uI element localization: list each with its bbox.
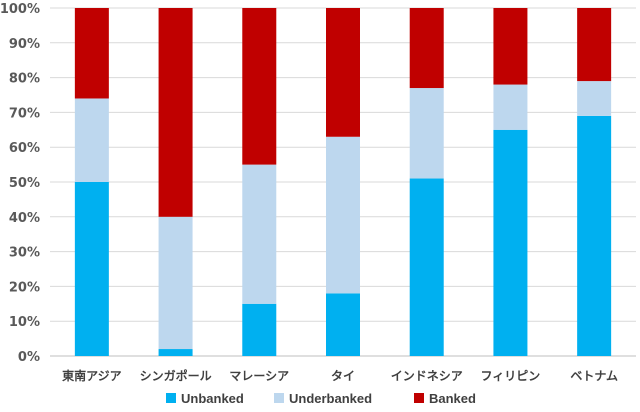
legend-label: Unbanked — [181, 391, 244, 406]
bar-segment — [409, 178, 444, 356]
x-tick-label: シンガポール — [140, 368, 212, 383]
bar-segment — [577, 115, 612, 356]
y-tick-label: 60% — [9, 141, 40, 156]
y-tick-label: 50% — [9, 176, 40, 191]
bar-segment — [493, 84, 528, 130]
bar-segment — [242, 164, 277, 304]
bar-segment — [577, 8, 612, 82]
legend-label: Banked — [429, 391, 476, 406]
bars — [74, 8, 612, 356]
bar-segment — [326, 293, 360, 356]
y-tick-label: 70% — [9, 106, 40, 121]
legend-swatch — [166, 393, 176, 403]
bar-segment — [577, 81, 612, 116]
y-tick-label: 100% — [0, 2, 40, 17]
y-tick-label: 80% — [9, 72, 40, 87]
x-tick-label: 東南アジア — [62, 368, 122, 383]
y-tick-label: 30% — [9, 246, 40, 261]
bar-segment — [326, 136, 360, 294]
bar-segment — [158, 349, 193, 356]
bar-segment — [158, 216, 193, 350]
y-tick-label: 0% — [18, 350, 40, 365]
legend-swatch — [274, 393, 284, 403]
y-tick-label: 90% — [9, 37, 40, 52]
x-tick-label: フィリピン — [481, 369, 541, 383]
bar-segment — [493, 129, 528, 356]
y-axis-ticks: 0% 10% 20% 30% 40% 50% 60% 70% 80% 90% 100% — [0, 2, 40, 365]
bar-segment — [409, 88, 444, 179]
bar-segment — [242, 303, 277, 356]
legend: Unbanked Underbanked Banked — [166, 391, 476, 406]
bar-segment — [242, 8, 277, 165]
bar-segment — [74, 98, 109, 182]
y-tick-label: 20% — [9, 280, 40, 295]
x-tick-label: インドネシア — [391, 369, 463, 383]
y-tick-label: 40% — [9, 211, 40, 226]
y-tick-label: 10% — [9, 315, 40, 330]
x-tick-label: ベトナム — [570, 369, 618, 383]
bar-segment — [409, 8, 444, 89]
bar-segment — [326, 8, 360, 137]
legend-swatch — [414, 393, 424, 403]
x-tick-label: タイ — [331, 369, 355, 383]
bar-segment — [493, 8, 528, 85]
x-tick-label: マレーシア — [229, 369, 289, 383]
x-axis-ticks: 東南アジア シンガポール マレーシア タイ インドネシア フィリピン ベトナム — [62, 368, 618, 383]
bar-segment — [158, 8, 193, 217]
bar-segment — [74, 182, 109, 356]
legend-label: Underbanked — [289, 391, 372, 406]
bar-segment — [74, 8, 109, 99]
